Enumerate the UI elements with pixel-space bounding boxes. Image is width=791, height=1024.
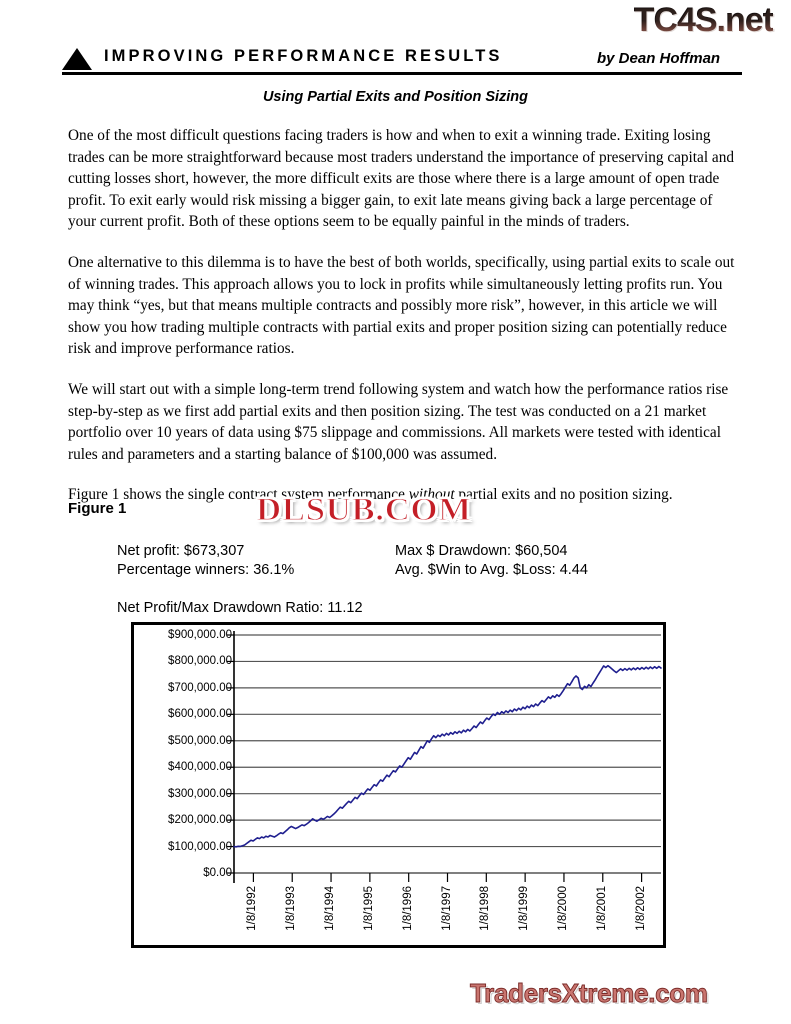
x-axis-tick-label: 1/8/1996: [401, 886, 414, 931]
header-divider: [62, 72, 742, 75]
x-axis-tick-label: 1/8/2002: [634, 886, 647, 931]
y-axis-tick-label: $500,000.00: [168, 734, 232, 747]
stat-percentage-winners: Percentage winners: 36.1%: [117, 562, 295, 578]
chart-plot-area: [227, 631, 662, 883]
x-axis-tick-label: 1/8/1995: [362, 886, 375, 931]
article-subtitle: Using Partial Exits and Position Sizing: [262, 89, 529, 105]
triangle-icon: [62, 48, 92, 70]
chart-inner: $900,000.00 $800,000.00 $700,000.00 $600,00…: [134, 625, 663, 945]
stat-net-profit-max-drawdown-ratio: Net Profit/Max Drawdown Ratio: 11.12: [117, 600, 363, 616]
y-axis-tick-label: $400,000.00: [168, 761, 232, 774]
x-axis-tick-label: 1/8/1992: [246, 886, 259, 931]
x-axis-tick-label: 1/8/2001: [595, 886, 608, 931]
stat-max-drawdown: Max $ Drawdown: $60,504: [395, 543, 568, 559]
y-axis-tick-label: $700,000.00: [168, 681, 232, 694]
tradersxtreme-footer-logo: TradersXtreme.com: [470, 978, 709, 1009]
paragraph-1: One of the most difficult questions faci…: [68, 127, 735, 231]
paragraph-2: One alternative to this dilemma is to ha…: [68, 253, 735, 358]
equity-curve-chart: $900,000.00 $800,000.00 $700,000.00 $600,00…: [131, 622, 666, 948]
article-body: One of the most difficult questions faci…: [68, 125, 736, 525]
x-axis-tick-label: 1/8/1997: [440, 886, 453, 931]
paragraph-3: We will start out with a simple long-ter…: [68, 380, 729, 463]
page-header: TC4S.net IMPROVING PERFORMANCE RESULTS b…: [0, 0, 791, 82]
x-axis-tick-label: 1/8/2000: [556, 886, 569, 931]
y-axis-tick-label: $200,000.00: [168, 814, 232, 827]
x-axis-tick-label: 1/8/1994: [324, 886, 337, 931]
dlsub-watermark: DLSUB.COM: [255, 491, 472, 528]
x-axis-labels: 1/8/1992 1/8/1993 1/8/1994 1/8/1995 1/8/1996…: [134, 625, 663, 945]
figure-intro-post: partial exits and no position sizing.: [454, 486, 673, 504]
x-axis-tick-label: 1/8/1993: [285, 886, 298, 931]
y-axis-tick-label: $600,000.00: [168, 708, 232, 721]
y-axis-tick-label: $300,000.00: [168, 787, 232, 800]
x-axis-tick-label: 1/8/1998: [479, 886, 492, 931]
figure-label: Figure 1: [68, 500, 127, 517]
tc4s-brand-logo: TC4S.net: [633, 1, 774, 39]
header-title-row: IMPROVING PERFORMANCE RESULTS by Dean Ho…: [62, 42, 742, 78]
figure-intro-emphasis: without: [408, 486, 455, 504]
y-axis-labels: $900,000.00 $800,000.00 $700,000.00 $600,00…: [136, 625, 232, 945]
y-axis-tick-label: $900,000.00: [168, 629, 232, 641]
y-axis-tick-label: $0.00: [203, 867, 232, 879]
header-byline: by Dean Hoffman: [597, 50, 721, 67]
stat-net-profit: Net profit: $673,307: [117, 543, 245, 559]
paragraph-figure-intro: Figure 1 shows the single contract syste…: [68, 484, 736, 506]
header-title: IMPROVING PERFORMANCE RESULTS: [104, 47, 503, 65]
figure-intro-pre: Figure 1 shows the single contract syste…: [68, 486, 409, 504]
y-axis-tick-label: $100,000.00: [168, 840, 232, 853]
stat-avg-win-to-avg-loss: Avg. $Win to Avg. $Loss: 4.44: [395, 562, 588, 578]
x-axis-tick-label: 1/8/1999: [518, 886, 531, 931]
y-axis-tick-label: $800,000.00: [168, 655, 232, 668]
